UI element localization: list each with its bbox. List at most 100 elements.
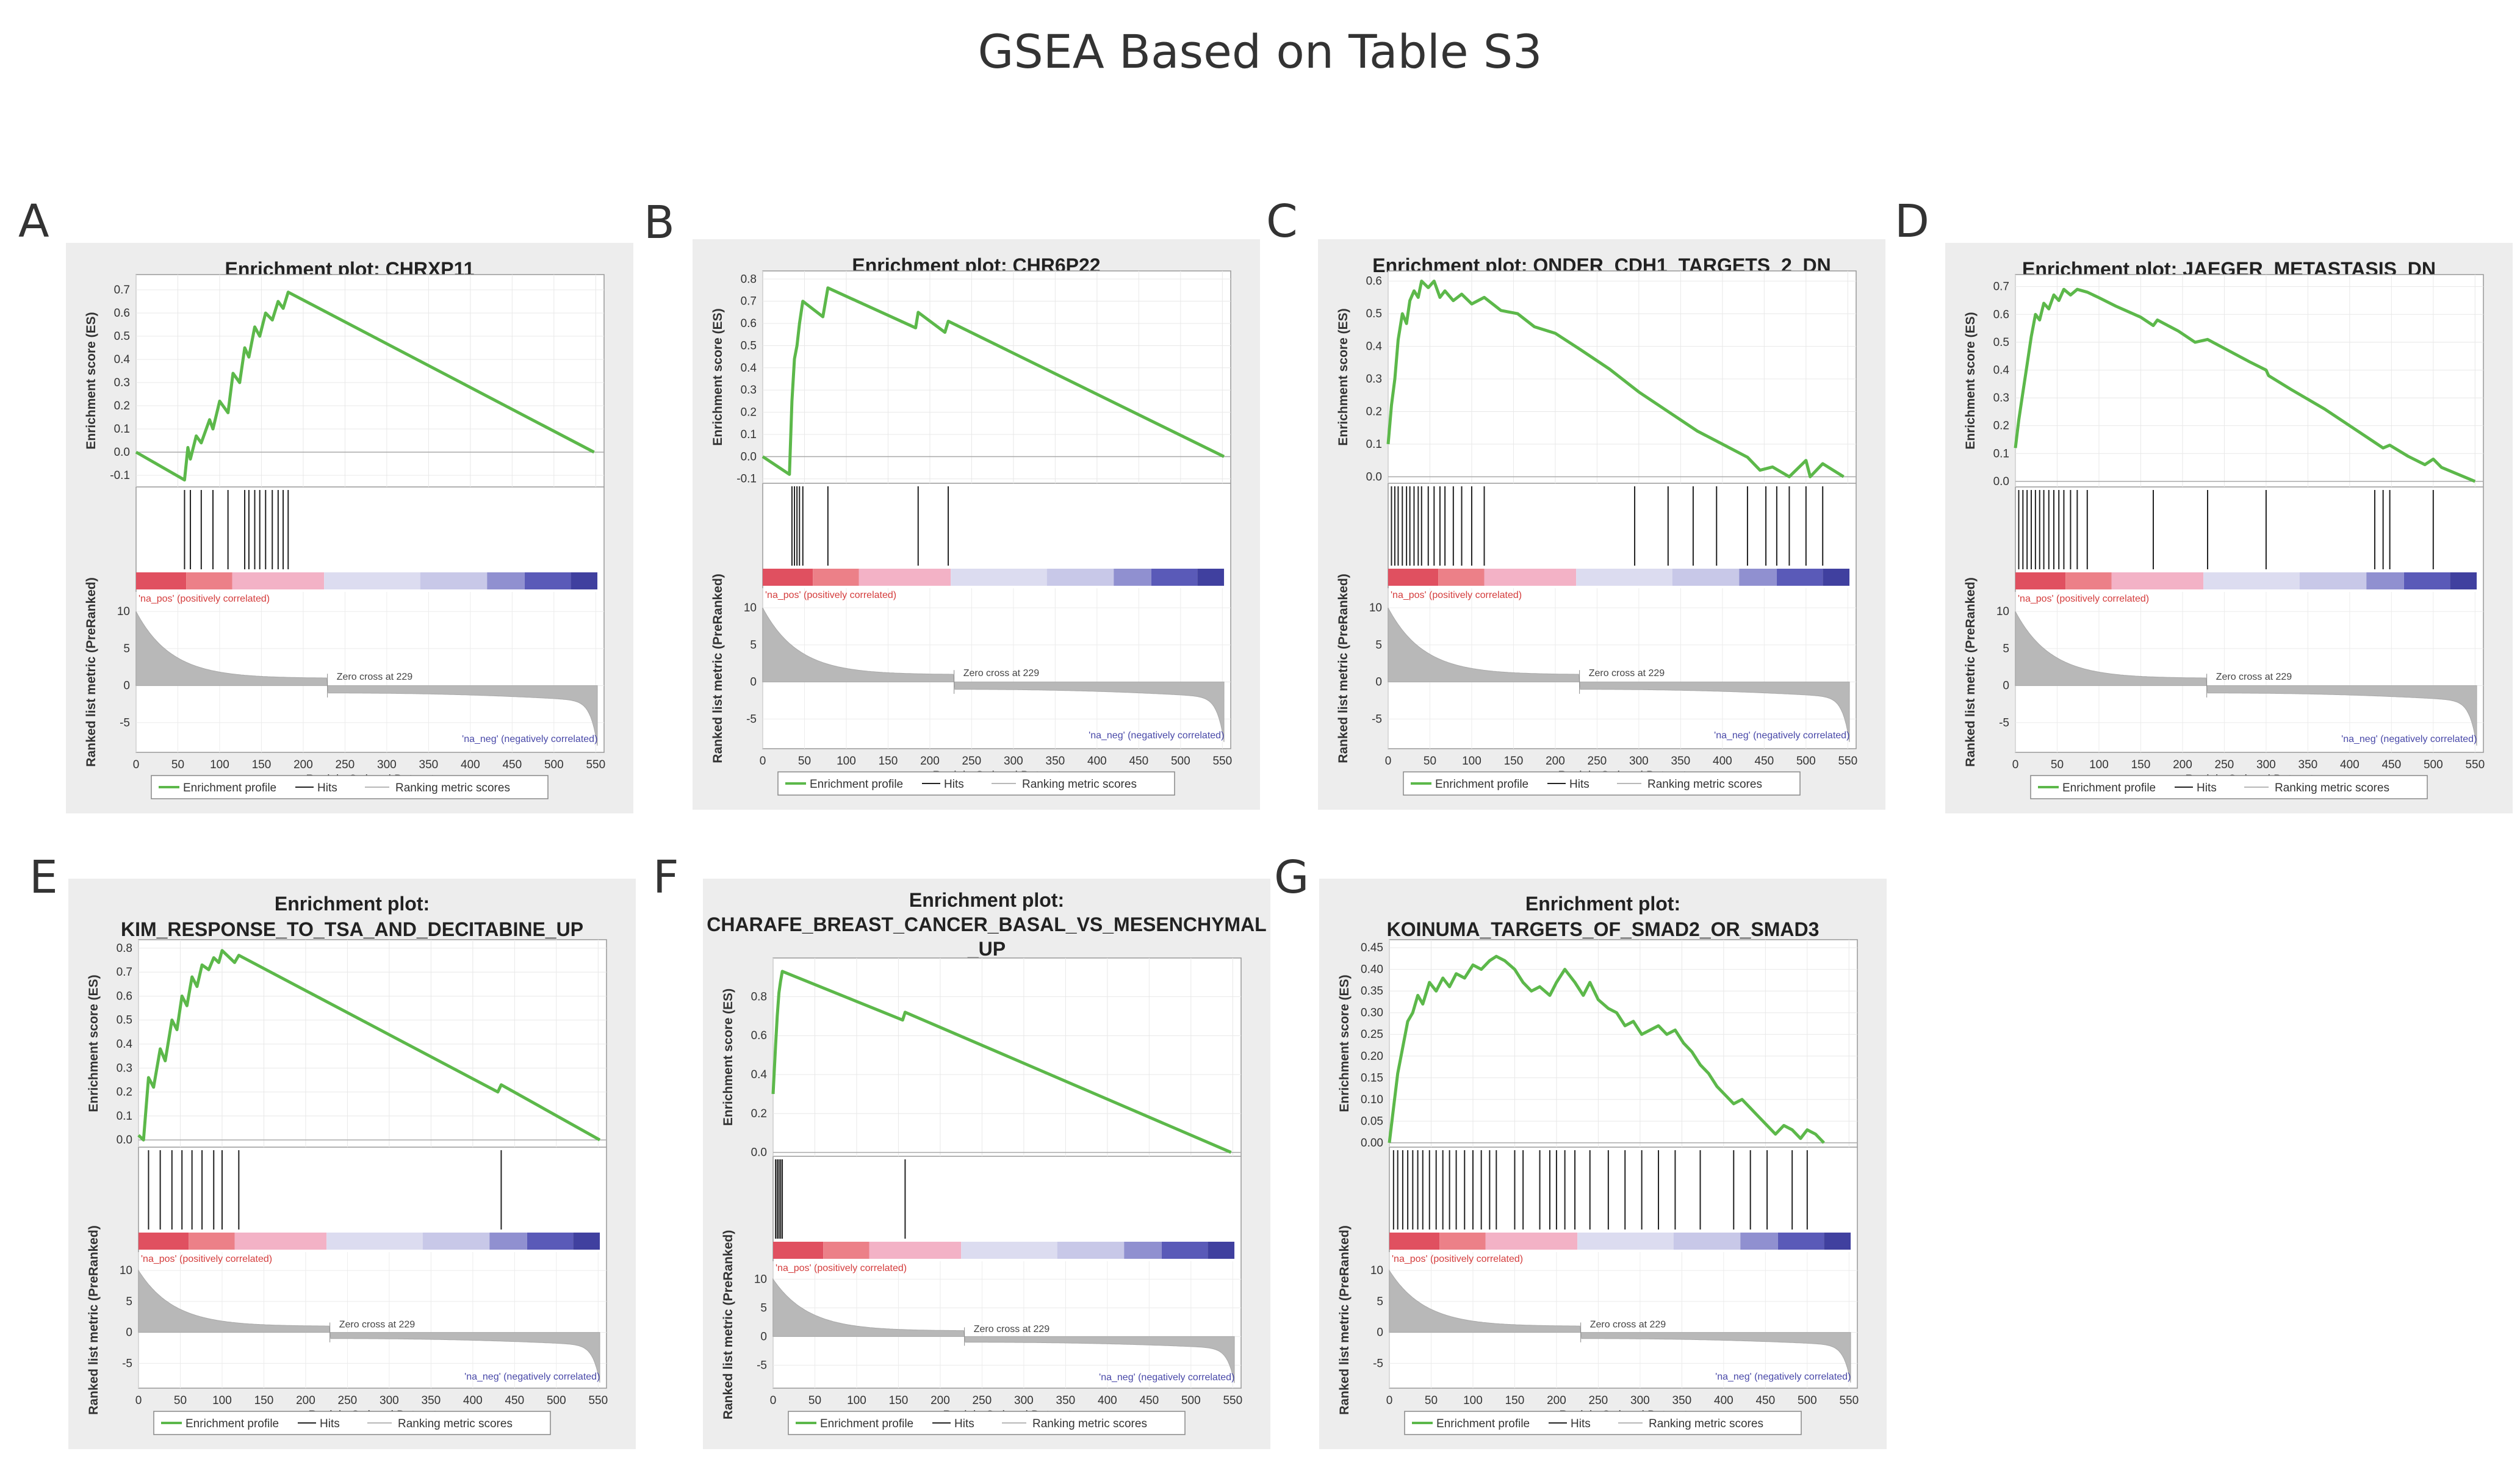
figure-title: GSEA Based on Table S3 [977,24,1543,79]
x-tick-label: 0 [135,1394,142,1407]
gsea-svg: Enrichment plot:CHARAFE_BREAST_CANCER_BA… [707,889,1267,1435]
zero-cross-label: Zero cross at 229 [339,1320,416,1330]
metric-tick-label: 0 [2003,680,2009,693]
plot-title-line: CHARAFE_BREAST_CANCER_BASAL_VS_MESENCHYM… [707,913,1266,935]
x-tick-label: 350 [1672,1394,1692,1407]
neg-correlated-label: 'na_neg' (negatively correlated) [1715,1372,1851,1382]
x-tick-label: 50 [798,755,811,768]
es-tick-label: 0.2 [117,1086,132,1099]
ranking-metric-area [1388,607,1850,743]
x-tick-label: 200 [1546,755,1565,768]
neg-correlated-label: 'na_neg' (negatively correlated) [2341,734,2477,744]
plot-title-line: KIM_RESPONSE_TO_TSA_AND_DECITABINE_UP [121,918,583,940]
rank-color-segment [136,572,187,589]
legend-metric-label: Ranking metric scores [2275,782,2389,794]
es-tick-label: 0.2 [741,406,757,419]
x-tick-label: 350 [1671,755,1691,768]
es-tick-label: 0.4 [741,362,757,375]
pos-correlated-label: 'na_pos' (positively correlated) [776,1263,907,1273]
legend-metric-label: Ranking metric scores [1647,778,1762,791]
rank-color-segment [823,1242,869,1259]
x-tick-label: 450 [1139,1394,1159,1407]
legend-hits-label: Hits [2197,782,2217,794]
ranking-metric-area [762,607,1225,743]
x-tick-label: 150 [889,1394,909,1407]
x-tick-label: 150 [1504,755,1524,768]
ranking-metric-area [138,1269,600,1383]
x-tick-label: 200 [296,1394,315,1407]
x-tick-label: 250 [1589,1394,1608,1407]
x-tick-label: 50 [171,758,184,771]
rank-color-segment [1824,1233,1851,1250]
metric-tick-label: 0 [760,1330,767,1343]
metric-tick-label: 10 [120,1264,132,1277]
x-tick-label: 550 [1839,1394,1859,1407]
x-tick-label: 450 [505,1394,524,1407]
es-tick-label: 0.10 [1361,1093,1383,1106]
es-tick-label: 0.5 [114,330,130,343]
x-tick-label: 300 [377,758,397,771]
ranking-metric-area [772,1278,1235,1383]
rank-color-segment [1046,569,1114,586]
es-tick-label: 0.30 [1361,1007,1383,1020]
legend-box [151,775,549,799]
metric-tick-label: 10 [1996,605,2009,618]
plot-title-line: Enrichment plot: [1525,893,1680,915]
rank-color-segment [527,1233,574,1250]
zero-cross-label: Zero cross at 229 [337,672,413,682]
es-tick-label: 0.15 [1361,1071,1383,1084]
x-tick-label: 150 [2131,758,2151,771]
zero-cross-label: Zero cross at 229 [974,1324,1050,1334]
rank-color-segment [1151,569,1198,586]
es-y-axis-label: Enrichment score (ES) [711,308,725,445]
rank-color-segment [869,1242,962,1259]
x-tick-label: 50 [1425,1394,1438,1407]
es-tick-label: 0.6 [1366,275,1382,288]
es-tick-label: 0.5 [117,1014,132,1027]
es-tick-label: 0.2 [1366,405,1382,418]
es-tick-label: 0.0 [1366,470,1382,483]
es-tick-label: 0.6 [751,1029,767,1042]
legend-metric-label: Ranking metric scores [1649,1417,1763,1430]
pos-correlated-label: 'na_pos' (positively correlated) [139,594,270,604]
rank-color-segment [2403,572,2450,589]
metric-tick-label: 0 [126,1327,132,1339]
x-tick-label: 550 [1212,755,1232,768]
es-tick-label: 0.6 [114,307,130,320]
rank-color-segment [1438,569,1485,586]
rank-color-segment [573,1233,600,1250]
panel-letter-b: B [644,196,675,249]
metric-tick-label: 10 [1369,602,1382,614]
metric-y-axis-label: Ranked list metric (PreRanked) [721,1230,735,1419]
rank-color-segment [1161,1242,1208,1259]
rank-color-segment [813,569,859,586]
es-tick-label: 0.05 [1361,1115,1383,1128]
rank-color-segment [139,1233,189,1250]
zero-cross-label: Zero cross at 229 [963,668,1040,679]
es-tick-label: -0.1 [736,473,757,486]
rank-color-segment [487,572,525,589]
metric-tick-label: 10 [1370,1264,1383,1277]
rank-color-segment [1576,569,1672,586]
x-tick-label: 350 [422,1394,441,1407]
panel-letter-d: D [1895,195,1929,248]
metric-tick-label: -5 [746,713,757,726]
es-tick-label: 0.5 [1366,308,1382,320]
es-tick-label: 0.1 [1366,438,1382,451]
es-tick-label: 0.4 [1993,364,2010,376]
legend-profile-label: Enrichment profile [1436,1417,1530,1430]
metric-tick-label: 5 [760,1302,767,1314]
es-y-axis-label: Enrichment score (ES) [1964,312,1978,449]
gsea-svg: Enrichment plot: JAEGER_METASTASIS_DN0.0… [1964,258,2485,799]
es-y-axis-label: Enrichment score (ES) [721,988,735,1126]
zero-cross-label: Zero cross at 229 [1589,668,1665,679]
rank-color-segment [420,572,488,589]
rank-color-segment [859,569,951,586]
es-tick-label: 0.8 [741,273,757,286]
rank-color-segment [2366,572,2404,589]
gsea-plot-panel-e: Enrichment plot: KIM_RESPONSE_TO_TSA_AND_… [68,879,636,1449]
es-tick-label: 0.3 [741,384,757,397]
rank-color-segment [1389,1233,1440,1250]
x-tick-label: 550 [588,1394,608,1407]
gsea-svg: Enrichment plot: CHR6P22-0.10.00.10.20.3… [711,254,1232,796]
